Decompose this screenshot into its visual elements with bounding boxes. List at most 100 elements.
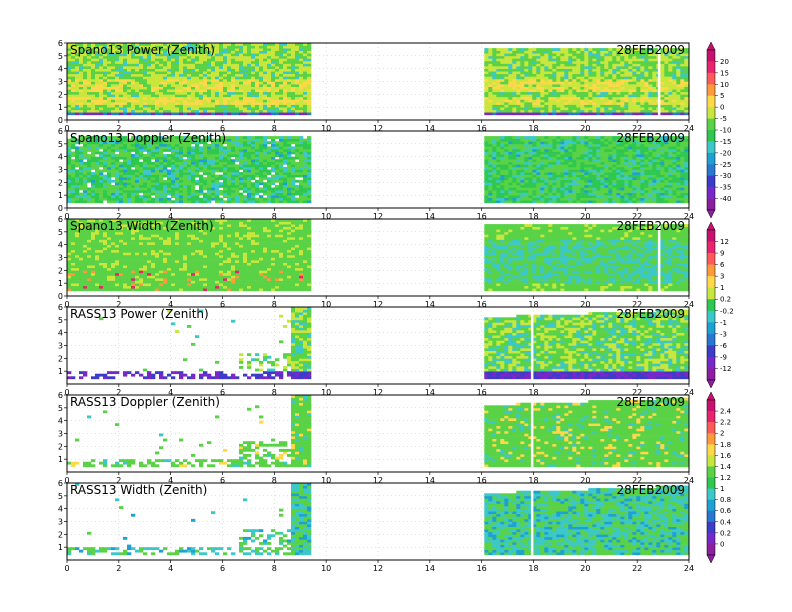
data-cell	[636, 48, 641, 51]
data-cell	[616, 104, 621, 108]
data-cell	[87, 53, 92, 57]
data-cell	[544, 68, 549, 72]
data-cell	[187, 76, 192, 80]
data-cell	[171, 66, 176, 69]
data-cell	[239, 68, 244, 72]
data-cell	[632, 81, 637, 85]
data-cell	[227, 86, 232, 90]
data-cell	[279, 174, 284, 178]
data-cell	[536, 50, 541, 54]
data-cell	[307, 66, 312, 69]
data-cell	[684, 48, 689, 51]
data-cell	[143, 104, 148, 108]
data-cell	[231, 179, 236, 183]
data-cell	[540, 99, 545, 103]
data-cell	[652, 71, 657, 75]
data-cell	[147, 161, 152, 165]
data-cell	[99, 136, 104, 139]
data-cell	[91, 84, 96, 87]
data-cell	[83, 151, 88, 155]
data-cell	[107, 195, 112, 199]
data-cell	[552, 73, 557, 77]
data-cell	[139, 48, 144, 51]
data-cell	[279, 161, 284, 165]
data-cell	[147, 68, 152, 72]
data-cell	[223, 107, 228, 111]
data-cell	[488, 63, 493, 67]
data-cell	[135, 76, 140, 80]
data-cell	[115, 102, 120, 105]
data-cell	[95, 197, 100, 201]
data-cell	[167, 197, 172, 201]
data-cell	[227, 50, 232, 54]
data-cell	[123, 68, 128, 72]
data-cell	[283, 179, 288, 183]
data-cell	[199, 68, 204, 72]
data-cell	[95, 91, 100, 95]
data-cell	[484, 94, 489, 98]
data-cell	[624, 107, 629, 111]
data-cell	[307, 138, 312, 142]
data-cell	[536, 195, 541, 199]
data-cell	[263, 166, 268, 170]
data-cell	[492, 184, 497, 188]
data-cell	[79, 192, 84, 196]
data-cell	[283, 61, 288, 64]
data-cell	[163, 156, 168, 160]
data-cell	[600, 71, 605, 75]
data-cell	[648, 73, 653, 77]
data-cell	[267, 45, 272, 49]
data-cell	[279, 61, 284, 64]
data-cell	[520, 94, 525, 98]
data-cell	[500, 58, 505, 62]
data-cell	[227, 43, 232, 46]
data-cell	[99, 197, 104, 201]
data-cell	[532, 166, 537, 170]
data-cell	[267, 86, 272, 90]
data-cell	[239, 76, 244, 80]
data-cell	[279, 149, 284, 152]
data-cell	[604, 96, 609, 100]
data-cell	[95, 55, 100, 59]
data-cell	[147, 99, 152, 103]
data-cell	[295, 151, 300, 155]
data-cell	[492, 66, 497, 69]
data-cell	[263, 63, 268, 67]
data-cell	[484, 154, 489, 157]
data-cell	[628, 109, 633, 113]
data-cell	[183, 68, 188, 72]
data-cell	[632, 99, 637, 103]
data-cell	[287, 81, 292, 85]
data-cell	[107, 66, 112, 69]
data-cell	[171, 104, 176, 108]
data-cell	[215, 161, 220, 165]
data-cell	[143, 73, 148, 77]
data-cell	[147, 58, 152, 62]
data-cell	[223, 200, 228, 204]
data-cell	[107, 138, 112, 142]
y-tick-label: 5	[58, 52, 63, 61]
data-cell	[636, 58, 641, 62]
data-cell	[171, 192, 176, 196]
data-cell	[207, 107, 212, 111]
data-cell	[520, 48, 525, 51]
data-cell	[668, 102, 673, 105]
data-cell	[508, 102, 513, 105]
data-cell	[275, 161, 280, 165]
data-cell	[175, 174, 180, 178]
data-cell	[672, 96, 677, 100]
data-cell	[484, 55, 489, 59]
data-cell	[496, 166, 501, 170]
data-cell	[508, 138, 513, 142]
data-cell	[195, 179, 200, 183]
data-cell	[191, 197, 196, 201]
data-cell	[560, 73, 565, 77]
data-cell	[139, 99, 144, 103]
data-cell	[103, 156, 108, 160]
data-cell	[71, 179, 76, 183]
data-cell	[155, 151, 160, 155]
data-cell	[640, 71, 645, 75]
data-cell	[175, 71, 180, 75]
data-cell	[612, 86, 617, 90]
data-cell	[111, 149, 116, 152]
